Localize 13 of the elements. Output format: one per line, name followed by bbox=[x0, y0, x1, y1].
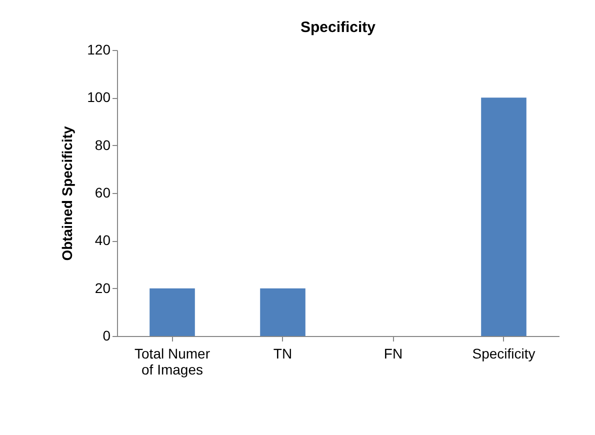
x-tick-label: Specificity bbox=[472, 346, 536, 362]
x-tick-label: FN bbox=[384, 346, 403, 362]
chart-title: Specificity bbox=[300, 19, 376, 36]
y-tick-label: 80 bbox=[94, 136, 111, 153]
y-axis-title: Obtained Specificity bbox=[59, 126, 76, 261]
y-tick-label: 60 bbox=[94, 184, 111, 200]
y-tick-label: 120 bbox=[87, 42, 111, 58]
y-tick-label: 40 bbox=[94, 232, 111, 248]
x-tick-label: TN bbox=[273, 346, 292, 362]
x-tick-label: Total Numer of Images bbox=[134, 346, 210, 378]
y-tick-label: 100 bbox=[87, 89, 111, 106]
y-tick-label: 0 bbox=[102, 328, 111, 344]
y-tick-label: 20 bbox=[94, 280, 111, 296]
